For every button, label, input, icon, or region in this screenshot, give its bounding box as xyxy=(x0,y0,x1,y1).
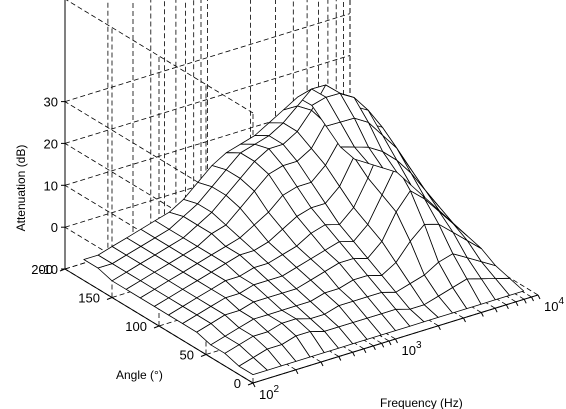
x-tick-mark xyxy=(352,351,356,357)
y-tick-mark xyxy=(200,354,207,357)
x-tick-mark xyxy=(338,356,342,361)
x-tick-base: 10 xyxy=(259,387,273,402)
grid-line-back-wall-z xyxy=(64,13,351,102)
x-tick-mark xyxy=(463,317,466,323)
x-tick-mark xyxy=(395,338,398,344)
x-tick-mark xyxy=(523,299,527,304)
box-top-edge xyxy=(65,0,254,114)
x-tick-mark xyxy=(437,325,441,331)
surface-mesh xyxy=(83,84,525,376)
z-tick-label: 10 xyxy=(44,178,58,193)
y-tick-label: 50 xyxy=(180,348,194,363)
y-tick-label: 150 xyxy=(78,291,100,306)
x-tick-mark xyxy=(363,348,367,354)
x-tick-mark xyxy=(494,307,498,313)
x-tick-base: 10 xyxy=(544,299,558,314)
x-tick-mark xyxy=(381,343,385,348)
grid-line-back-wall-z xyxy=(64,55,351,144)
x-tick-mark xyxy=(372,345,376,351)
x-tick-mark xyxy=(295,369,299,375)
y-axis-label: Angle (°) xyxy=(116,368,163,382)
z-axis-label: Attenuation (dB) xyxy=(14,145,28,232)
surface-cell xyxy=(83,254,113,269)
x-tick-mark xyxy=(480,312,484,317)
x-tick-exponent: 2 xyxy=(273,384,279,395)
x-tick-exponent: 4 xyxy=(558,296,564,307)
y-tick-mark xyxy=(106,297,113,300)
x-tick-base: 10 xyxy=(402,343,416,358)
x-tick-label: 102 xyxy=(259,384,279,402)
x-tick-mark xyxy=(320,361,324,367)
z-tick-label: 20 xyxy=(44,136,58,151)
x-tick-mark xyxy=(252,382,256,388)
y-tick-mark xyxy=(247,382,254,386)
x-tick-exponent: 3 xyxy=(416,340,422,351)
z-tick-label: -10 xyxy=(39,262,58,277)
y-tick-label: 100 xyxy=(125,319,147,334)
x-axis-label: Frequency (Hz) xyxy=(380,396,463,409)
x-tick-label: 104 xyxy=(544,296,564,314)
x-tick-label: 103 xyxy=(402,340,422,358)
x-tick-mark xyxy=(537,294,541,300)
x-tick-mark xyxy=(505,304,509,310)
z-tick-label: 0 xyxy=(51,220,58,235)
y-tick-label: 0 xyxy=(234,376,241,391)
x-tick-mark xyxy=(515,301,519,307)
z-tick-label: 30 xyxy=(44,95,58,110)
x-tick-mark xyxy=(388,340,392,346)
x-tick-mark xyxy=(531,296,534,302)
y-tick-label: 200 xyxy=(31,262,53,277)
y-tick-mark xyxy=(153,325,160,329)
